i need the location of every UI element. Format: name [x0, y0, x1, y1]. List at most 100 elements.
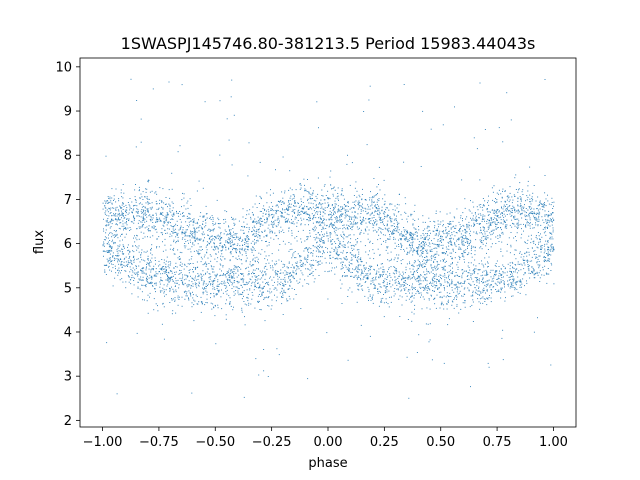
data-point — [437, 289, 439, 290]
data-point — [268, 244, 270, 246]
data-point — [299, 256, 301, 258]
data-point — [462, 241, 464, 243]
data-point — [268, 296, 269, 298]
data-point — [118, 200, 120, 202]
data-point — [141, 212, 143, 214]
data-point — [223, 233, 225, 235]
data-point — [470, 240, 472, 242]
data-point — [235, 237, 237, 239]
data-point — [420, 274, 421, 276]
data-point — [504, 220, 506, 222]
data-point — [254, 235, 256, 237]
data-point — [385, 207, 387, 209]
data-point — [251, 282, 253, 284]
data-point — [550, 220, 552, 222]
data-point — [182, 237, 184, 239]
data-point — [192, 285, 194, 287]
data-point — [368, 265, 370, 267]
data-point — [325, 228, 327, 229]
data-point — [528, 213, 530, 215]
data-point — [163, 262, 165, 264]
data-point — [124, 265, 126, 267]
data-point — [104, 245, 105, 247]
data-point — [179, 227, 181, 229]
data-point — [177, 295, 179, 297]
data-point — [293, 223, 295, 225]
data-point — [233, 280, 235, 282]
data-point — [150, 261, 152, 263]
data-point — [552, 249, 554, 251]
data-point — [306, 191, 308, 192]
data-point — [489, 284, 491, 286]
data-point — [428, 242, 430, 244]
data-point — [439, 274, 441, 276]
data-point — [491, 209, 493, 211]
data-point — [528, 251, 530, 253]
data-point — [553, 205, 554, 207]
data-point — [361, 285, 363, 286]
data-point — [537, 317, 538, 319]
data-point — [337, 193, 339, 194]
data-point — [166, 216, 168, 218]
data-point — [138, 203, 140, 205]
data-point — [319, 218, 321, 220]
data-point — [210, 230, 212, 231]
data-point — [120, 222, 122, 224]
data-point — [291, 198, 293, 200]
data-point — [451, 281, 453, 283]
data-point — [202, 282, 204, 284]
data-point — [545, 272, 547, 274]
data-point — [171, 214, 173, 216]
data-point — [249, 263, 251, 265]
data-point — [365, 199, 367, 201]
data-point — [231, 79, 233, 81]
data-point — [159, 286, 161, 288]
data-point — [510, 232, 512, 233]
data-point — [468, 272, 470, 274]
data-point — [421, 256, 423, 258]
data-point — [418, 292, 420, 294]
data-point — [422, 233, 424, 234]
data-point — [319, 238, 321, 240]
data-point — [469, 283, 471, 285]
data-point — [159, 203, 160, 205]
data-point — [258, 374, 260, 376]
data-point — [185, 295, 187, 297]
data-point — [444, 269, 446, 271]
data-point — [284, 221, 286, 223]
data-point — [176, 282, 178, 284]
data-point — [354, 216, 356, 218]
data-point — [550, 262, 552, 264]
data-point — [123, 215, 125, 217]
data-point — [423, 244, 425, 246]
data-point — [333, 208, 335, 210]
data-point — [442, 231, 444, 233]
data-point — [387, 220, 389, 222]
data-point — [247, 245, 248, 247]
data-point — [151, 275, 153, 277]
data-point — [351, 254, 353, 256]
data-point — [235, 286, 237, 288]
data-point — [551, 197, 553, 199]
data-point — [371, 278, 373, 279]
data-point — [284, 279, 286, 281]
data-point — [551, 220, 553, 222]
data-point — [552, 250, 554, 252]
data-point — [381, 222, 383, 223]
data-point — [521, 213, 523, 215]
data-point — [113, 243, 115, 245]
data-point — [219, 275, 221, 277]
data-point — [362, 207, 364, 209]
data-point — [224, 258, 226, 260]
data-point — [379, 286, 381, 288]
data-point — [156, 208, 158, 210]
data-point — [487, 235, 489, 236]
data-point — [146, 300, 148, 302]
data-point — [150, 208, 152, 210]
data-point — [358, 206, 360, 208]
data-point — [265, 273, 267, 275]
data-point — [260, 296, 262, 297]
data-point — [118, 246, 120, 248]
data-point — [318, 261, 320, 263]
data-point — [482, 240, 484, 242]
